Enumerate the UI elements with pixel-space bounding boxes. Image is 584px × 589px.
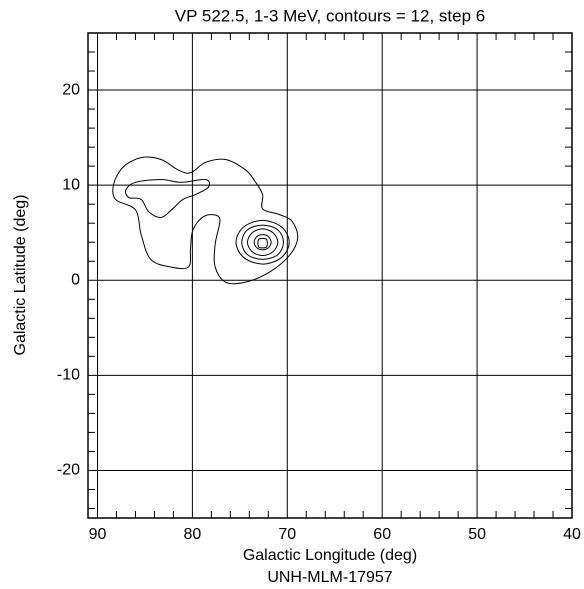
x-tick-label: 80 (183, 526, 201, 543)
x-tick-label: 70 (278, 526, 296, 543)
contour-line (125, 178, 211, 219)
x-axis-label: Galactic Longitude (deg) (243, 547, 417, 564)
contour-line (235, 219, 290, 265)
y-tick-label: 0 (71, 271, 80, 288)
x-tick-label: 50 (468, 526, 486, 543)
contour-line (246, 228, 279, 257)
chart-title: VP 522.5, 1-3 MeV, contours = 12, step 6 (175, 6, 485, 25)
contour-line (253, 234, 272, 251)
x-tick-label: 60 (373, 526, 391, 543)
y-tick-label: 10 (62, 176, 80, 193)
y-tick-label: 20 (62, 81, 80, 98)
y-tick-label: -10 (57, 367, 80, 384)
y-tick-label: -20 (57, 462, 80, 479)
y-axis-label: Galactic Latitude (deg) (12, 195, 29, 356)
footnote: UNH-MLM-17957 (267, 569, 392, 586)
contour-line (257, 237, 268, 249)
x-tick-label: 40 (563, 526, 581, 543)
contour-line (241, 224, 284, 260)
contour-line (112, 156, 299, 285)
x-tick-label: 90 (89, 526, 107, 543)
